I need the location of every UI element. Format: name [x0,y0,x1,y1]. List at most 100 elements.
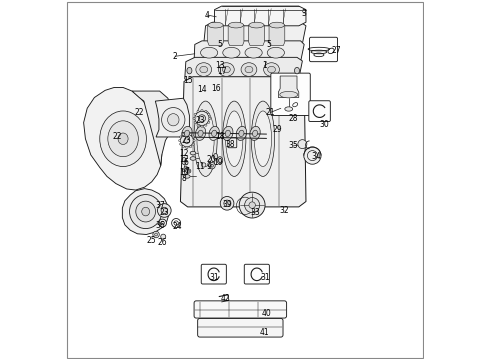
Ellipse shape [268,66,275,73]
Ellipse shape [197,124,199,126]
Ellipse shape [219,63,234,76]
Text: 21: 21 [266,108,275,117]
Ellipse shape [198,130,203,136]
Polygon shape [132,91,172,166]
Text: 39: 39 [222,200,232,209]
Ellipse shape [205,124,207,126]
Ellipse shape [136,201,155,222]
Text: 19: 19 [213,158,223,167]
Text: 23: 23 [181,136,191,145]
Ellipse shape [245,47,262,58]
Ellipse shape [201,163,206,167]
Ellipse shape [239,130,244,136]
Ellipse shape [184,130,190,136]
Text: 5: 5 [218,40,222,49]
FancyBboxPatch shape [197,319,283,337]
Text: 17: 17 [217,67,226,76]
Ellipse shape [184,138,190,143]
Text: 16: 16 [212,84,221,93]
FancyBboxPatch shape [201,264,226,284]
Ellipse shape [186,147,188,149]
Ellipse shape [201,125,203,127]
Ellipse shape [108,121,138,157]
Polygon shape [180,77,306,207]
Text: 6: 6 [183,158,188,167]
Ellipse shape [222,126,233,140]
Text: 28: 28 [289,114,298,123]
Text: 5: 5 [266,40,271,49]
Text: 7: 7 [184,167,189,176]
Ellipse shape [239,192,265,218]
Ellipse shape [184,166,188,171]
Polygon shape [228,25,244,45]
Ellipse shape [198,115,205,122]
Text: 37: 37 [156,201,166,210]
Ellipse shape [254,111,271,167]
Text: 26: 26 [158,238,167,247]
Text: 30: 30 [319,120,329,129]
Text: 4: 4 [205,10,210,19]
Ellipse shape [195,111,209,126]
Text: 34: 34 [312,152,321,161]
Text: 42: 42 [220,294,230,303]
Text: 15: 15 [183,76,193,85]
Ellipse shape [180,134,194,147]
Text: 24: 24 [172,222,182,231]
Ellipse shape [153,231,159,238]
Ellipse shape [161,221,164,225]
Polygon shape [208,25,223,45]
Ellipse shape [194,113,196,116]
Ellipse shape [251,101,274,176]
FancyBboxPatch shape [245,264,270,284]
Text: 9: 9 [207,162,212,171]
Ellipse shape [182,169,186,172]
Text: 22: 22 [134,108,144,117]
Ellipse shape [249,22,264,28]
Ellipse shape [187,67,192,74]
Polygon shape [269,25,285,45]
Text: 23: 23 [196,116,205,125]
Polygon shape [278,76,299,98]
Ellipse shape [179,139,181,141]
Ellipse shape [190,146,192,148]
Ellipse shape [118,133,128,144]
Ellipse shape [211,164,214,167]
Ellipse shape [280,91,298,98]
Polygon shape [155,98,190,137]
Ellipse shape [224,200,230,207]
Ellipse shape [285,107,293,111]
Text: 23: 23 [160,208,169,217]
Ellipse shape [184,175,190,178]
Ellipse shape [236,126,246,140]
Ellipse shape [182,126,192,140]
Ellipse shape [161,207,168,214]
Ellipse shape [225,111,243,167]
Text: 20: 20 [206,155,216,164]
Polygon shape [84,87,162,190]
Ellipse shape [186,132,188,134]
Text: 22: 22 [113,132,122,141]
FancyBboxPatch shape [271,73,310,116]
Ellipse shape [200,47,218,58]
Ellipse shape [186,169,191,173]
Text: 8: 8 [182,175,186,184]
Text: 31: 31 [260,273,270,282]
Ellipse shape [208,22,223,28]
Ellipse shape [222,101,246,176]
Ellipse shape [241,63,257,76]
Ellipse shape [264,63,279,76]
Ellipse shape [209,162,215,169]
Text: 3: 3 [302,9,307,18]
Ellipse shape [192,136,194,138]
FancyBboxPatch shape [310,37,338,62]
Ellipse shape [205,111,207,113]
Polygon shape [122,189,169,234]
Text: 18: 18 [215,132,224,141]
Ellipse shape [180,136,182,138]
FancyBboxPatch shape [228,138,237,148]
Text: 36: 36 [156,221,166,230]
Ellipse shape [168,114,179,126]
Ellipse shape [249,202,255,208]
Ellipse shape [190,157,196,160]
Ellipse shape [212,130,217,136]
